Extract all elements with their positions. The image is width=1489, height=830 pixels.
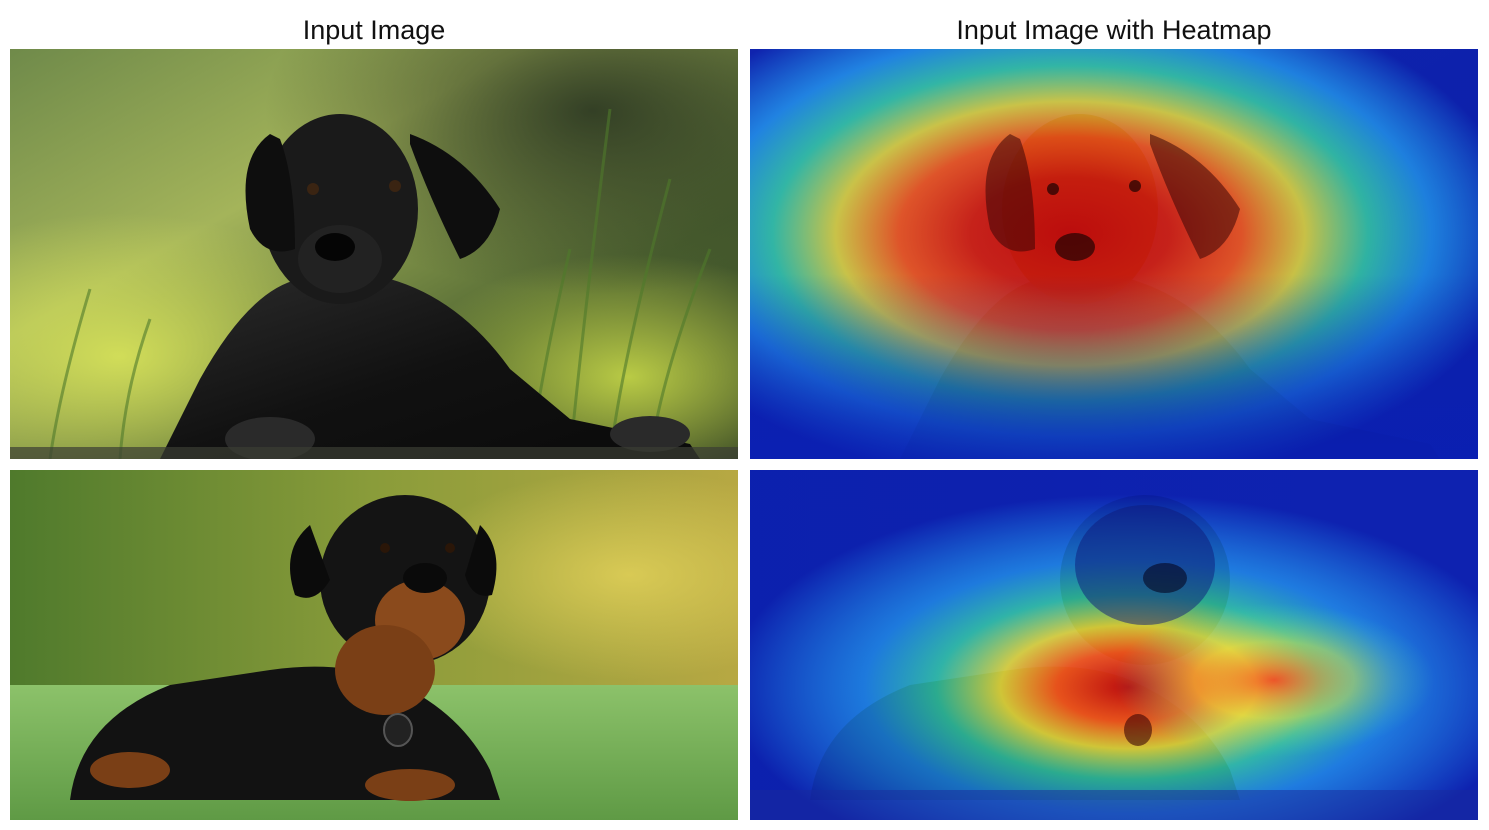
labrador-heatmap-image [750,49,1478,459]
labrador-input-image [10,49,738,459]
rottweiler-heatmap-image [750,470,1478,820]
heatmap-image-title: Input Image with Heatmap [956,15,1272,45]
input-image-title: Input Image [302,15,446,45]
rottweiler-input-image [10,470,738,820]
